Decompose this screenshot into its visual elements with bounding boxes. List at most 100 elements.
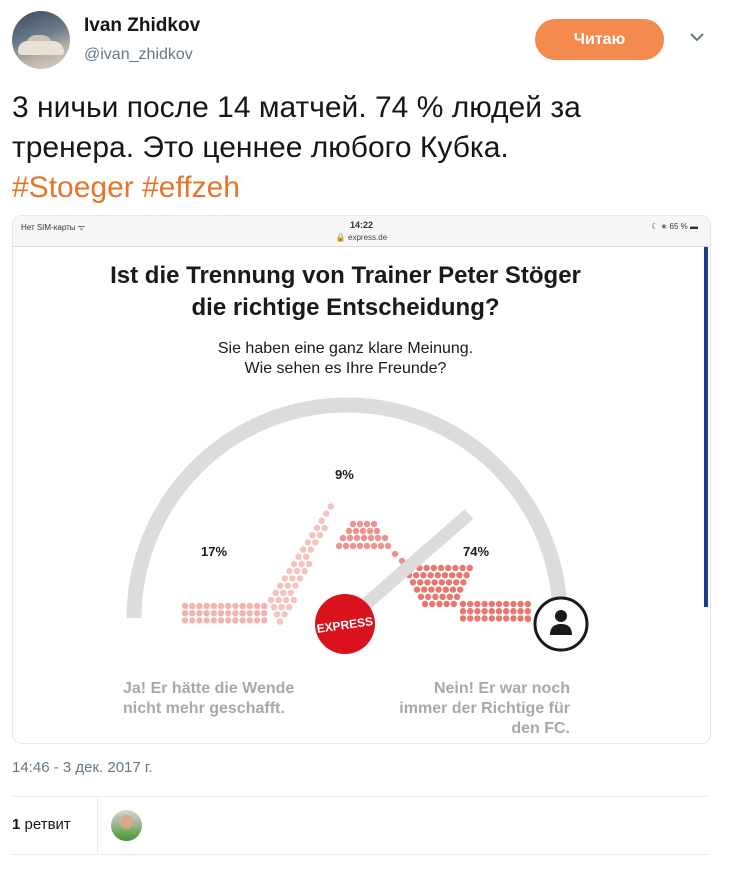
- retweet-stats[interactable]: 1 ретвит: [12, 816, 71, 833]
- vote-dot: [295, 553, 302, 560]
- vote-dot: [488, 608, 495, 615]
- vote-dot: [474, 600, 481, 608]
- poll-title: Ist die Trennung von Trainer Peter Stöge…: [13, 260, 678, 324]
- author-handle[interactable]: @ivan_zhidkov: [84, 46, 193, 63]
- vote-dot: [381, 534, 389, 542]
- vote-dot: [210, 617, 217, 624]
- vote-dot: [284, 582, 291, 589]
- vote-dot: [312, 539, 319, 546]
- vote-dot: [438, 579, 445, 586]
- vote-dot: [474, 615, 481, 622]
- vote-dot: [356, 542, 364, 550]
- vote-dot: [309, 532, 316, 539]
- vote-dot: [459, 600, 467, 608]
- divider: [12, 796, 708, 797]
- vote-dot: [276, 618, 284, 625]
- author-name[interactable]: Ivan Zhidkov: [84, 15, 201, 36]
- vote-dot: [232, 602, 239, 610]
- vote-dot: [503, 615, 510, 622]
- vote-dot: [377, 542, 385, 550]
- status-carrier: Нет SIM-карты ᯤ: [21, 223, 86, 232]
- gauge-arc: [126, 397, 568, 619]
- vote-dot: [481, 608, 488, 615]
- vote-dot: [495, 608, 503, 615]
- vote-dot: [217, 610, 225, 617]
- vote-dot: [196, 610, 203, 617]
- vote-dot: [298, 560, 305, 568]
- tweet-timestamp[interactable]: 14:46 - 3 дек. 2017 г.: [12, 759, 153, 776]
- vote-dot: [424, 579, 431, 586]
- vote-dot: [293, 568, 301, 575]
- vote-dot: [429, 600, 436, 608]
- vote-dot: [316, 532, 324, 539]
- vote-dot: [313, 524, 321, 532]
- vote-dot: [321, 524, 328, 532]
- vote-dot: [335, 542, 343, 550]
- vote-dot: [446, 593, 453, 600]
- vote-dot: [488, 615, 495, 622]
- vote-dot: [363, 542, 371, 550]
- follow-button[interactable]: Читаю: [535, 19, 664, 60]
- answer-no[interactable]: Nein! Er war noch immer der Richtige für…: [365, 679, 570, 739]
- vote-dot: [253, 617, 261, 624]
- vote-dot: [359, 527, 367, 535]
- vote-dot: [352, 527, 360, 535]
- vote-dot: [413, 572, 420, 579]
- vote-dot: [277, 582, 284, 589]
- vote-dot: [445, 564, 452, 572]
- vote-dot: [366, 527, 374, 535]
- tweet-media-image[interactable]: Нет SIM-карты ᯤ 14:22 🔒 express.de ☾ ∗ 6…: [12, 215, 711, 744]
- retweeter-avatar[interactable]: [111, 810, 142, 841]
- vote-dot: [189, 617, 196, 624]
- vote-dot: [261, 602, 268, 610]
- vote-dot: [467, 608, 474, 615]
- vote-dot: [290, 560, 298, 568]
- vote-dot: [327, 503, 334, 510]
- vote-dot: [306, 560, 313, 568]
- vote-dot: [450, 600, 457, 608]
- vote-dot: [349, 542, 357, 550]
- poll-subtitle-line: Wie sehen es Ihre Freunde?: [244, 360, 447, 377]
- poll-subtitle: Sie haben eine ganz klare Meinung. Wie s…: [13, 339, 678, 379]
- vote-dot: [434, 572, 441, 579]
- hashtag-link[interactable]: #effzeh: [142, 171, 240, 204]
- vote-dot: [303, 553, 310, 560]
- vote-dot: [524, 600, 531, 608]
- vote-dot: [353, 534, 361, 542]
- author-avatar[interactable]: [12, 11, 70, 69]
- vote-dot: [280, 589, 287, 596]
- vote-dot: [466, 564, 473, 572]
- answer-yes[interactable]: Ja! Er hätte die Wende nicht mehr gescha…: [123, 679, 333, 719]
- vote-dot: [217, 617, 225, 624]
- vote-dot: [203, 602, 210, 610]
- status-battery: ☾ ∗ 65 % ▬: [651, 222, 698, 231]
- answer-no-line: Nein! Er war noch: [433, 680, 570, 697]
- answer-yes-line: nicht mehr geschafft.: [123, 700, 285, 717]
- vote-dot: [517, 600, 524, 608]
- vote-dot: [428, 586, 435, 593]
- vote-dot: [292, 582, 299, 589]
- vote-dot: [423, 564, 430, 572]
- vote-dot: [270, 604, 278, 611]
- retweet-count: 1: [12, 816, 21, 833]
- vote-dot: [281, 611, 288, 618]
- vote-dot: [459, 564, 466, 572]
- vote-dot: [275, 596, 282, 604]
- vote-dot: [307, 546, 314, 553]
- answer-no-line: immer der Richtige für: [399, 700, 570, 717]
- vote-dot: [281, 575, 288, 582]
- vote-dot: [460, 579, 467, 586]
- vote-dot: [253, 610, 261, 617]
- vote-dot: [374, 534, 382, 542]
- vote-dot: [370, 520, 378, 528]
- vote-dot: [363, 520, 371, 528]
- tweet-text-line: 3 ничьи после 14 матчей. 74 % людей за: [12, 91, 581, 124]
- vote-dot: [323, 510, 330, 517]
- vote-dot: [196, 617, 203, 624]
- vote-dot: [488, 600, 495, 608]
- vote-dot: [346, 534, 354, 542]
- tweet-hashtags: #Stoeger #effzeh: [12, 168, 712, 208]
- chevron-down-icon[interactable]: [688, 28, 706, 46]
- vote-dot: [246, 617, 253, 624]
- hashtag-link[interactable]: #Stoeger: [12, 171, 134, 204]
